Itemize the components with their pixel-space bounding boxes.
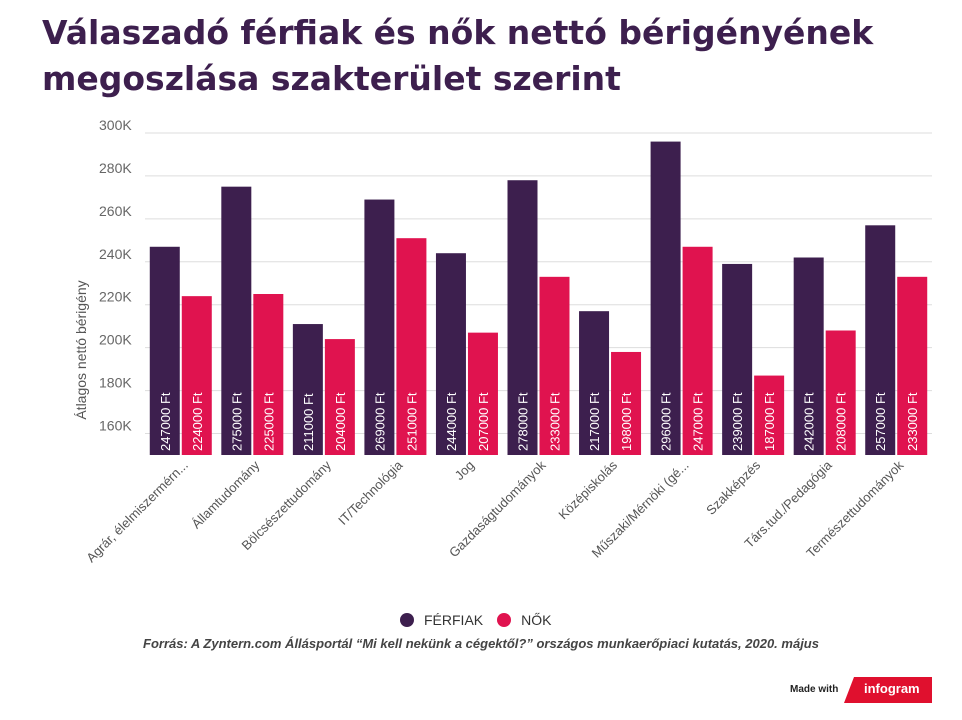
bar-ferfiak[interactable] <box>793 257 824 455</box>
x-category-label: Szakképzés <box>703 457 764 518</box>
bar-ferfiak[interactable] <box>507 180 538 455</box>
bar-value-label: 257000 Ft <box>873 392 888 451</box>
bar-value-label: 269000 Ft <box>372 392 387 451</box>
source-note: Forrás: A Zyntern.com Állásportál “Mi ke… <box>143 636 819 651</box>
y-axis-ticks: 160K 180K 200K 220K 240K 260K 280K 300K <box>99 117 132 434</box>
bar-value-label: 278000 Ft <box>516 392 531 451</box>
bar-value-label: 275000 Ft <box>229 392 244 451</box>
legend-label-nok: NŐK <box>521 612 552 628</box>
infogram-logo-text: infogram <box>864 681 920 696</box>
infogram-badge[interactable]: infogram <box>844 677 932 703</box>
chart-title: Válaszadó férfiak és nők nettó bérigényé… <box>42 10 942 102</box>
bar-ferfiak[interactable] <box>722 263 753 455</box>
title-line-2: megoszlása szakterület szerint <box>42 59 621 98</box>
bar-nok[interactable] <box>611 351 642 455</box>
bar-nok[interactable] <box>253 294 284 455</box>
bar-value-label: 239000 Ft <box>730 392 745 451</box>
bar-ferfiak[interactable] <box>435 253 466 455</box>
bar-value-label: 198000 Ft <box>619 392 634 451</box>
bars: 247000 Ft 224000 Ft 275000 Ft 225000 Ft 2110… <box>149 141 928 455</box>
bar-value-label: 225000 Ft <box>261 392 276 451</box>
y-axis-label: Átlagos nettó bérigény <box>73 280 89 419</box>
bar-nok[interactable] <box>181 296 212 455</box>
bar-nok[interactable] <box>539 276 570 455</box>
bar-value-label: 224000 Ft <box>190 392 205 451</box>
bar-value-label: 204000 Ft <box>333 392 348 451</box>
legend-item-nok[interactable]: NŐK <box>497 612 551 628</box>
title-line-1: Válaszadó férfiak és nők nettó bérigényé… <box>42 13 874 52</box>
legend-dot-ferfiak <box>400 613 414 627</box>
bar-nok[interactable] <box>324 339 355 455</box>
bar-nok[interactable] <box>897 276 928 455</box>
y-tick-label: 240K <box>99 246 132 262</box>
bar-ferfiak[interactable] <box>221 186 252 455</box>
bar-value-label: 247000 Ft <box>158 392 173 451</box>
y-tick-label: 220K <box>99 289 132 305</box>
bar-nok[interactable] <box>396 238 427 455</box>
y-tick-label: 160K <box>99 418 132 434</box>
bar-value-label: 244000 Ft <box>444 392 459 451</box>
bar-value-label: 233000 Ft <box>548 392 563 451</box>
bar-value-label: 233000 Ft <box>905 392 920 451</box>
bar-value-label: 247000 Ft <box>691 392 706 451</box>
bar-nok[interactable] <box>754 375 785 455</box>
legend-label-ferfiak: FÉRFIAK <box>424 612 484 628</box>
legend-item-ferfiak[interactable]: FÉRFIAK <box>400 612 483 628</box>
y-tick-label: 180K <box>99 375 132 391</box>
made-with-label: Made with <box>790 684 839 695</box>
bar-value-label: 217000 Ft <box>587 392 602 451</box>
bar-nok[interactable] <box>682 246 713 455</box>
x-category-label: Középiskolás <box>555 457 620 522</box>
legend: FÉRFIAK NŐK <box>400 612 565 628</box>
x-axis-category-labels: Agrár, élelmiszermérn...ÁllamtudományBöl… <box>83 457 906 565</box>
bar-value-label: 211000 Ft <box>301 393 316 451</box>
bar-ferfiak[interactable] <box>650 141 681 455</box>
bar-ferfiak[interactable] <box>579 311 610 455</box>
y-tick-label: 260K <box>99 203 132 219</box>
legend-dot-nok <box>497 613 512 627</box>
x-category-label: Jog <box>452 458 477 483</box>
x-category-label: Államtudomány <box>188 457 262 531</box>
y-tick-label: 280K <box>99 160 132 176</box>
bar-value-label: 296000 Ft <box>659 392 674 451</box>
bar-nok[interactable] <box>825 330 856 455</box>
bar-value-label: 208000 Ft <box>834 392 849 451</box>
bar-nok[interactable] <box>467 332 498 455</box>
bar-ferfiak[interactable] <box>865 225 896 455</box>
bar-ferfiak[interactable] <box>292 324 323 455</box>
y-tick-label: 300K <box>99 117 132 133</box>
bar-value-label: 242000 Ft <box>802 392 817 451</box>
x-category-label: IT/Technológia <box>335 457 406 528</box>
bar-ferfiak[interactable] <box>149 246 180 455</box>
y-tick-label: 200K <box>99 332 132 348</box>
bar-value-label: 187000 Ft <box>762 392 777 451</box>
bar-value-label: 251000 Ft <box>404 392 419 451</box>
bar-ferfiak[interactable] <box>364 199 395 455</box>
bar-value-label: 207000 Ft <box>476 392 491 451</box>
x-category-label: Agrár, élelmiszermérn... <box>83 458 191 566</box>
